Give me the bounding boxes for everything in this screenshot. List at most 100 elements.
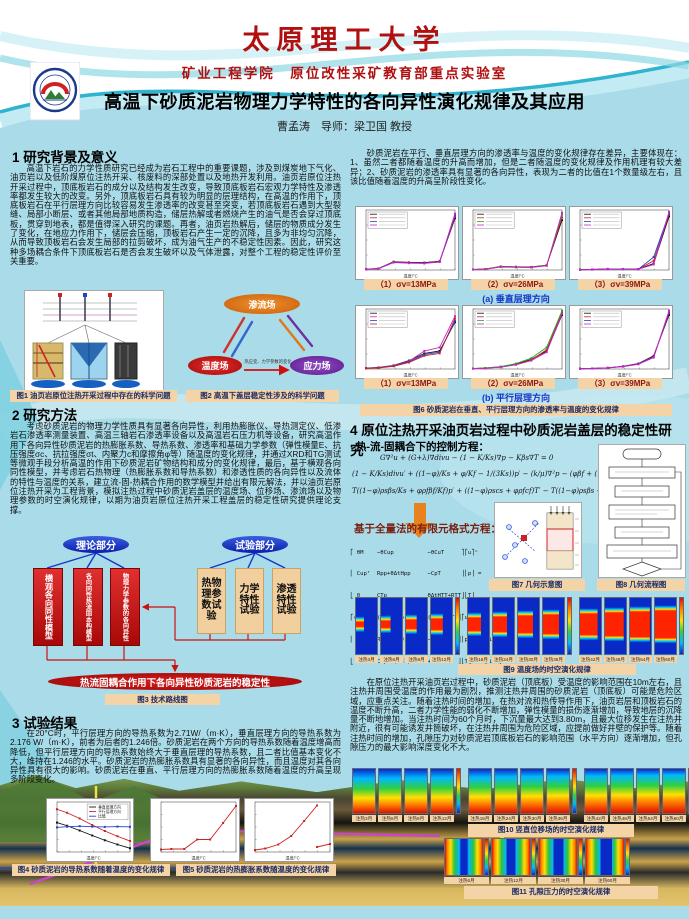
heatmap-cell: 注热42月 (584, 768, 608, 822)
heatmap-cell: 注热30月 (517, 597, 540, 663)
heatmap-time-label: 注热30月 (538, 877, 583, 884)
svg-text:比值: 比值 (98, 814, 106, 819)
heatmap-panel (352, 768, 376, 814)
fig2-arrows (222, 314, 314, 376)
fig9-heatmap-row: 注热3月 注热6月 注热9月 注热12月 注热18月 注热24月 注热30月 注热36月 注热4… (355, 597, 684, 663)
heatmap-panel (517, 597, 540, 655)
heatmap-panel (467, 597, 490, 655)
heatmap-time-label: 注热30月 (517, 656, 540, 663)
heatmap-time-label: 注热24月 (492, 656, 515, 663)
heatmap-panel (355, 597, 378, 655)
fig2-caption: 图2 高温下盖层稳定性涉及的科学问题 (186, 390, 339, 402)
heatmap-group: 注热3月 注热6月 注热9月 注热12月 (355, 597, 460, 663)
section1-heading: 1 研究背景及意义 (12, 150, 118, 165)
fig3-model-box-2: 各向同性热流固本构模型 (73, 568, 103, 646)
heatmap-time-label: 注热42月 (579, 656, 602, 663)
heatmap-panel (604, 597, 627, 655)
fig6-subcap-b1: （1）σv=13MPa (364, 378, 448, 390)
heatmap-time-label: 注热54月 (636, 815, 660, 822)
heatmap-cell: 注热3月 (355, 597, 378, 663)
heatmap-time-label: 注热36月 (546, 815, 570, 822)
svg-text:温度/°C: 温度/°C (510, 372, 524, 379)
svg-text:垂直层理方向: 垂直层理方向 (98, 804, 121, 809)
section3-body: 在20°C时，平行层理方向的导热系数为2.71W/（m·K），垂直层理方向的导热… (10, 728, 341, 785)
fig6-rowlabel-b: (b) 平行层理方向 (482, 393, 550, 403)
heatmap-time-label: 注热54月 (629, 656, 652, 663)
fig6-caption: 图6 砂质泥岩在垂直、平行层理方向的渗透率与温度的变化规律 (360, 404, 672, 416)
heatmap-panel (546, 768, 570, 814)
heatmap-cell: 注热12月 (491, 838, 536, 884)
heatmap-time-label: 注热12月 (430, 815, 454, 822)
section1-body: 高温下岩石的力学性质研究已经成为岩石工程中的重要课题，涉及到煤炭地下气化、油页岩… (10, 163, 341, 266)
colorbar (578, 838, 583, 876)
fig5-chart-a: 温度/°C (150, 798, 240, 862)
heatmap-time-label: 注热24月 (494, 815, 518, 822)
fig10-heatmap-row: 注热3月 注热6月 注热9月 注热12月 注热18月 注热24月 注热30月 注热36月 注热4… (352, 768, 689, 822)
heatmap-panel (491, 838, 531, 876)
section4-subhead-1: 热-流-固耦合下的控制方程： (356, 441, 489, 453)
fig1-well-schematic (31, 293, 140, 388)
equation-1: G∇²u + (G+λ)∇divu − (1 − K/Ks)∇p − Kβs∇T… (380, 454, 554, 462)
fig3-experiment-node: 试验部分 (222, 536, 288, 553)
heatmap-cell: 注热6月 (380, 597, 403, 663)
fig3-model-box-3: 物理力学参数的各向异性 (110, 568, 140, 646)
heatmap-time-label: 注热60月 (585, 877, 630, 884)
heatmap-cell: 注热60月 (662, 768, 686, 822)
heatmap-group: 注热6月 注热12月 注热30月 注热60月 (444, 838, 630, 884)
heatmap-panel (579, 597, 602, 655)
fig6-subcap-b2: （2）σv=26MPa (471, 378, 555, 390)
heatmap-panel (538, 838, 578, 876)
heatmap-panel (584, 768, 608, 814)
svg-text:温度/°C: 温度/°C (617, 273, 631, 280)
fig6-chart-a3: 温度/°C (569, 206, 673, 280)
heatmap-time-label: 注热6月 (444, 877, 489, 884)
header-banner: 太原理工大学 矿业工程学院 原位改性采矿教育部重点实验室 高温下砂质泥岩物理力学… (0, 0, 689, 142)
heatmap-cell: 注热9月 (405, 597, 428, 663)
matrix-line: ⎣ 0 CTp θΔtHTT+RTT⎦⎣T⎦ (350, 593, 475, 600)
heatmap-panel (430, 768, 454, 814)
poster-title: 高温下砂质泥岩物理力学特性的各向异性演化规律及其应用 (104, 92, 585, 112)
heatmap-cell: 注热36月 (546, 768, 570, 822)
authors-line: 曹孟涛 导师：梁卫国 教授 (276, 121, 413, 133)
fig11-caption: 图11 孔隙压力的时空演化规律 (464, 886, 658, 899)
heatmap-time-label: 注热9月 (404, 815, 428, 822)
section4-subhead-2: 基于全量法的有限元格式方程： (354, 523, 501, 535)
fig3-model-box-1: 横观各向同性模型 (33, 568, 63, 646)
fig8-panel (598, 444, 686, 578)
colorbar (572, 768, 577, 814)
heatmap-time-label: 注热9月 (405, 656, 428, 663)
heatmap-cell: 注热42月 (579, 597, 602, 663)
colorbar (455, 597, 460, 655)
svg-text:温度/°C: 温度/°C (510, 273, 524, 280)
heatmap-cell: 注热6月 (378, 768, 402, 822)
heatmap-panel (404, 768, 428, 814)
heatmap-panel (378, 768, 402, 814)
fig6-subcap-b3: （3）σv=39MPa (578, 378, 662, 390)
heatmap-panel (492, 597, 515, 655)
heatmap-cell: 注热24月 (494, 768, 518, 822)
fig3-theory-node: 理论部分 (63, 536, 129, 553)
heatmap-group: 注热42月 注热48月 注热54月 注热60月 (584, 768, 689, 822)
fig6-chart-b1: 温度/°C (355, 305, 459, 379)
heatmap-cell: 注热9月 (404, 768, 428, 822)
fig10-caption: 图10 竖直位移场的时空演化规律 (468, 824, 634, 837)
fig2-node-stress: 应力场 (290, 356, 344, 375)
fig3-flowchart: 理论部分 试验部分 横观各向同性模型 各向同性热流固本构模型 物理力学参数的各向… (10, 532, 340, 708)
heatmap-panel (380, 597, 403, 655)
fig2-node-temperature: 温度场 (188, 356, 242, 375)
fig6-chart-a1: 温度/°C (355, 206, 459, 280)
svg-text:温度/°C: 温度/°C (285, 855, 299, 862)
heatmap-panel (654, 597, 677, 655)
fig3-caption: 图3 技术路线图 (105, 694, 220, 705)
fig6-chart-b3: 温度/°C (569, 305, 673, 379)
heatmap-time-label: 注热18月 (468, 815, 492, 822)
heatmap-panel (444, 838, 484, 876)
section2-heading: 2 研究方法 (12, 408, 78, 423)
heatmap-time-label: 注热30月 (520, 815, 544, 822)
fig2-arrow-label: 热应变、力学参数的变化 (244, 359, 292, 364)
section2-body: 考虑砂质泥岩的物理力学性质具有显著各向异性，利用热膨胀仪、导热测定仪、低渗岩石渗… (10, 421, 341, 515)
heatmap-time-label: 注热3月 (352, 815, 376, 822)
heatmap-panel (610, 768, 634, 814)
heatmap-group: 注热3月 注热6月 注热9月 注热12月 (352, 768, 461, 822)
